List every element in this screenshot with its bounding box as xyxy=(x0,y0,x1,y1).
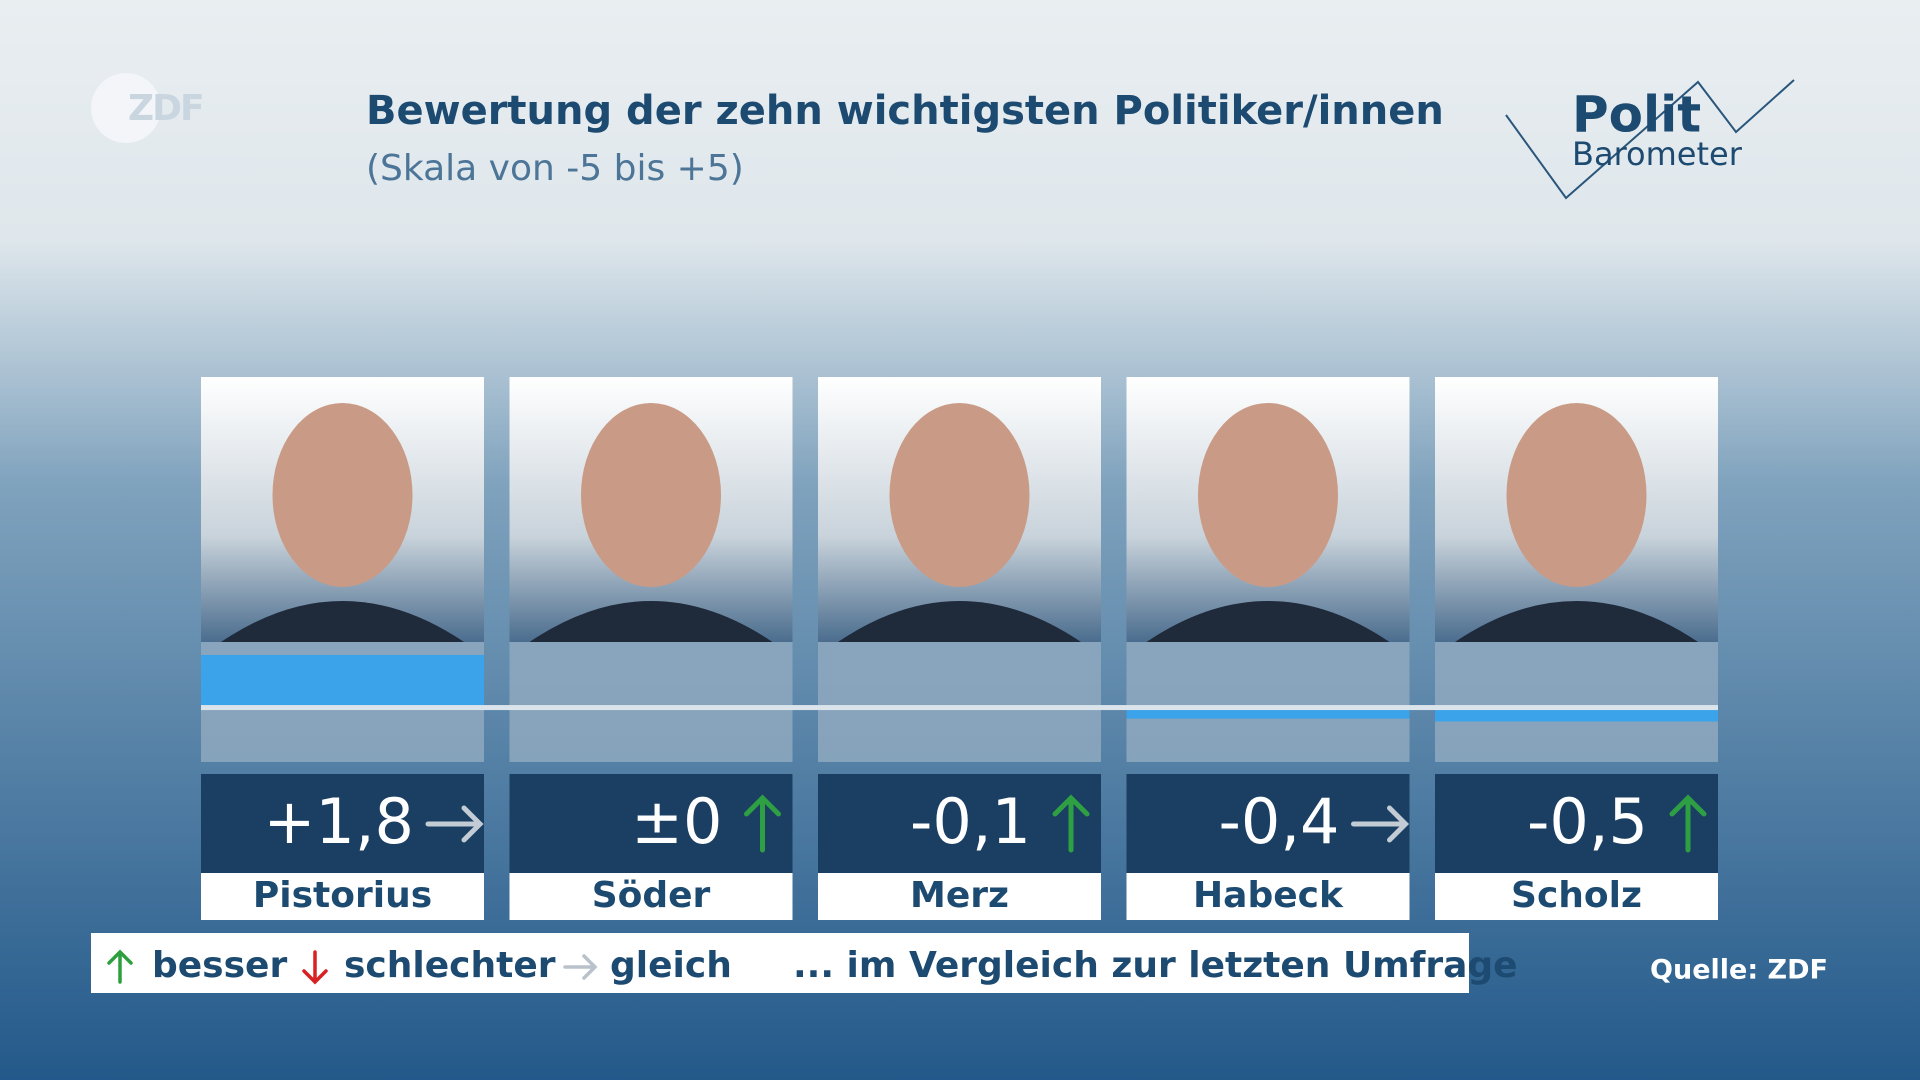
logo: ZDF xyxy=(128,88,203,129)
brand-line xyxy=(1505,79,1795,200)
x-tick-label: Söder xyxy=(592,875,711,916)
brand-title: Polit xyxy=(1572,86,1701,144)
value-box xyxy=(509,774,793,873)
source: Quelle: ZDF xyxy=(1650,955,1828,986)
photo-body xyxy=(221,601,464,642)
photo-body xyxy=(529,601,773,642)
bar xyxy=(1435,707,1718,722)
bar-panel xyxy=(818,642,1101,762)
brand-subtitle: Barometer xyxy=(1572,135,1743,173)
logo-circle xyxy=(91,73,161,143)
photo-head xyxy=(272,403,413,587)
legend-note: ... im Vergleich zur letzten Umfrage xyxy=(793,945,1518,986)
bar-panel xyxy=(509,642,793,762)
x-tick-label: Scholz xyxy=(1511,875,1642,916)
value-box xyxy=(818,774,1101,873)
x-tick-label: Pistorius xyxy=(253,875,432,916)
x-tick-label: Merz xyxy=(910,875,1009,916)
value-label: ±0 xyxy=(631,785,722,858)
zero-line xyxy=(201,705,1718,711)
trend-arrow xyxy=(425,805,484,843)
chart-subtitle: (Skala von -5 bis +5) xyxy=(366,148,744,189)
trend-arrow xyxy=(1351,805,1410,843)
name-box xyxy=(1126,873,1410,920)
legend-icons xyxy=(107,949,598,985)
trend-arrow xyxy=(744,794,781,853)
bar-panel xyxy=(1435,642,1718,762)
value-label: -0,4 xyxy=(1219,785,1340,858)
photo-head xyxy=(581,403,721,587)
value-label: -0,5 xyxy=(1527,785,1648,858)
value-label: -0,1 xyxy=(910,785,1031,858)
bar xyxy=(201,655,484,708)
legend-box xyxy=(91,933,1469,993)
trend-arrow xyxy=(1052,794,1090,853)
photo-body xyxy=(1146,601,1390,642)
photo-body xyxy=(838,601,1081,642)
value-label: +1,8 xyxy=(263,785,414,858)
photo-head xyxy=(1506,403,1647,587)
name-box xyxy=(201,873,484,920)
legend-label: gleich xyxy=(610,945,732,986)
photo-body xyxy=(1455,601,1698,642)
bar xyxy=(1126,707,1410,719)
photo-head xyxy=(889,403,1030,587)
bar-panel xyxy=(1126,642,1410,762)
x-tick-label: Habeck xyxy=(1193,875,1344,916)
photo-head xyxy=(1198,403,1338,587)
name-box xyxy=(1435,873,1718,920)
value-box xyxy=(1435,774,1718,873)
name-box xyxy=(509,873,793,920)
legend-label: schlechter xyxy=(344,945,556,986)
chart-title: Bewertung der zehn wichtigsten Politiker… xyxy=(366,88,1444,134)
trend-arrow xyxy=(1669,794,1707,853)
name-box xyxy=(818,873,1101,920)
legend-label: besser xyxy=(152,945,287,986)
